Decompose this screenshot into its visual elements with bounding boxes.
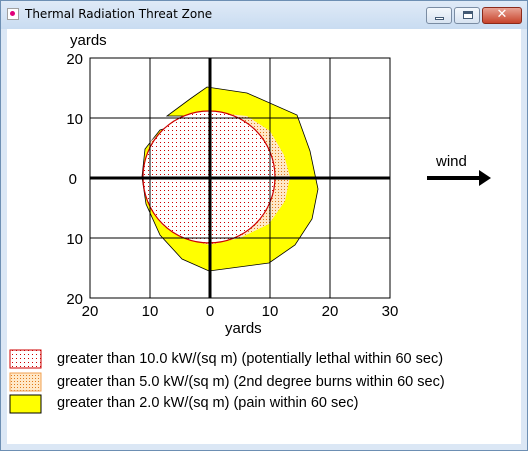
- wind-arrow-icon: [427, 170, 491, 186]
- x-tick-label: 10: [262, 303, 279, 320]
- legend-swatch-pain: [9, 394, 42, 414]
- x-tick-label: 10: [142, 303, 159, 320]
- close-button[interactable]: ✕: [482, 7, 522, 24]
- legend-label-burn: greater than 5.0 kW/(sq m) (2nd degree b…: [57, 374, 445, 390]
- y-tick-label: 10: [66, 111, 83, 128]
- threat-zone-panel: yards yards 20 10 0 10 20 20 10 0 10 20 …: [7, 29, 521, 444]
- maximize-icon: [463, 11, 473, 19]
- y-tick-label: 20: [66, 51, 83, 68]
- x-tick-label: 30: [382, 303, 399, 320]
- x-axis-unit-label: yards: [225, 320, 262, 337]
- y-tick-label: 0: [69, 171, 77, 188]
- title-bar[interactable]: Thermal Radiation Threat Zone ✕: [1, 1, 527, 29]
- legend-swatch-burn: [9, 372, 42, 392]
- wind-label: wind: [435, 153, 467, 170]
- close-icon: ✕: [496, 7, 508, 22]
- x-tick-label: 0: [206, 303, 214, 320]
- maximize-button[interactable]: [454, 7, 480, 24]
- y-axis-unit-label: yards: [70, 32, 107, 49]
- minimize-button[interactable]: [426, 7, 452, 24]
- legend-label-lethal: greater than 10.0 kW/(sq m) (potentially…: [57, 351, 443, 367]
- x-tick-label: 20: [82, 303, 99, 320]
- legend: greater than 10.0 kW/(sq m) (potentially…: [9, 349, 445, 414]
- x-tick-label: 20: [322, 303, 339, 320]
- app-icon[interactable]: [7, 8, 19, 20]
- y-tick-label: 20: [66, 291, 83, 308]
- legend-label-pain: greater than 2.0 kW/(sq m) (pain within …: [57, 395, 358, 411]
- legend-swatch-lethal: [9, 349, 42, 369]
- y-tick-label: 10: [66, 231, 83, 248]
- threat-zone-plot: yards yards 20 10 0 10 20 20 10 0 10 20 …: [9, 32, 491, 414]
- minimize-icon: [435, 17, 444, 20]
- window-title: Thermal Radiation Threat Zone: [25, 7, 213, 21]
